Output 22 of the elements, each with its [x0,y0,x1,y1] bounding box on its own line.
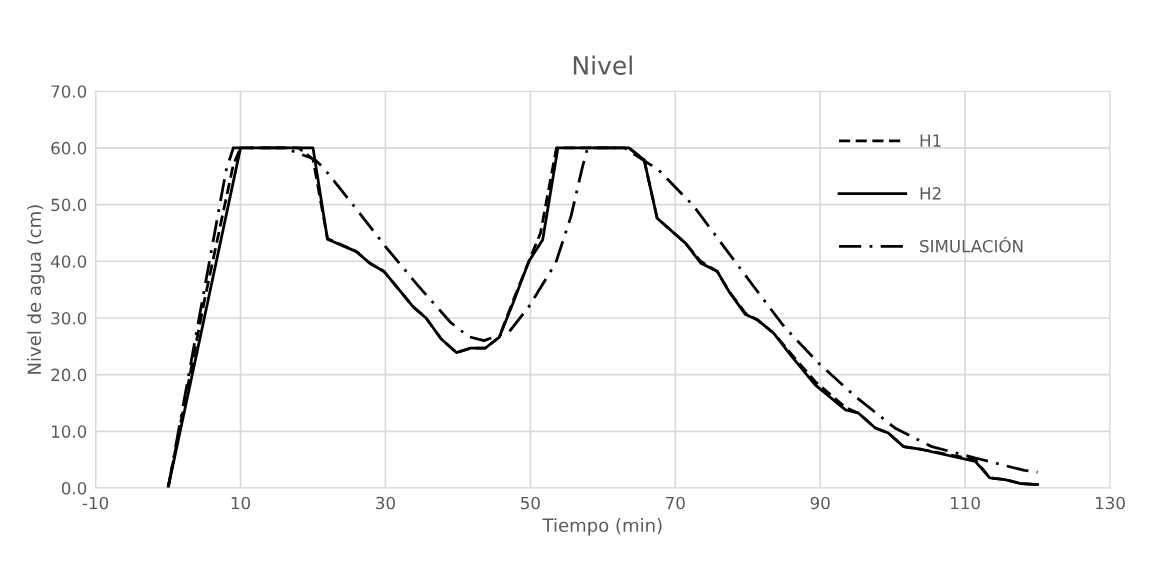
y-tick-label: 20.0 [51,368,87,382]
legend-label: SIMULACIÓN [920,236,1023,253]
x-tick-label: -10 [82,496,109,510]
x-tick-label: 90 [810,496,830,510]
y-tick-label: 30.0 [51,311,87,325]
legend-label: H1 [920,134,941,147]
y-tick-label: 40.0 [50,255,87,268]
x-tick-label: 10 [231,496,251,510]
x-tick-label: 130 [1095,496,1125,510]
y-tick-label: 50.0 [51,198,87,212]
y-tick-label: 60.0 [51,141,87,155]
legend-label: H2 [920,187,941,200]
y-tick-label: 10.0 [52,425,87,438]
x-tick-label: 70 [666,496,685,510]
y-axis-title: Nivel de agua (cm) [27,205,45,374]
x-axis-title: Tiempo (min) [542,518,662,536]
y-tick-label: 70.0 [51,85,87,98]
chart-title: Nivel [573,55,632,75]
x-tick-label: 110 [951,496,980,510]
x-tick-label: 30 [376,496,395,510]
x-tick-label: 50 [521,496,540,510]
y-tick-label: 0.0 [61,482,87,495]
